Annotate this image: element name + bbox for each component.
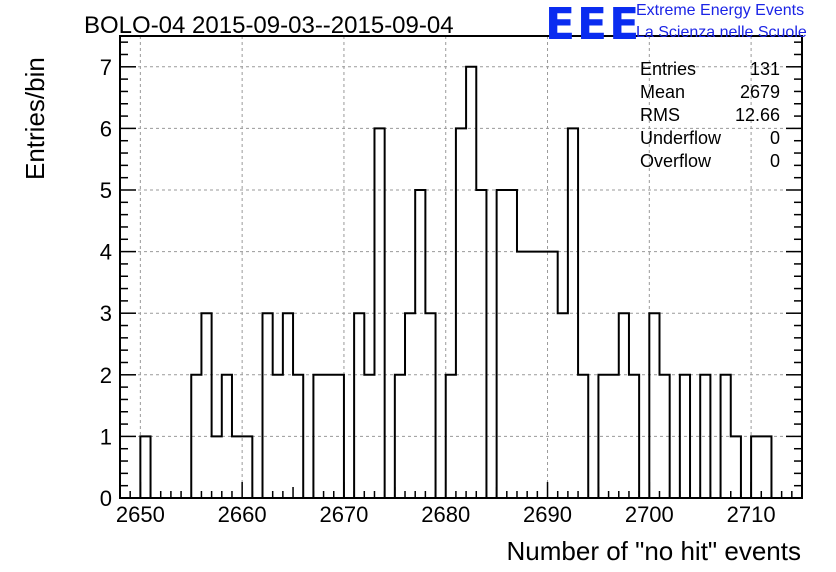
stat-label: Mean (640, 82, 686, 102)
x-tick-label: 2690 (523, 502, 572, 527)
x-tick-label: 2670 (319, 502, 368, 527)
x-tick-label: 2680 (421, 502, 470, 527)
x-tick-label: 2700 (625, 502, 674, 527)
y-tick-label: 7 (100, 55, 112, 80)
brand-line-1: Extreme Energy Events (636, 2, 805, 19)
brand-line-2: La Scienza nelle Scuole (636, 24, 807, 41)
stat-label: Entries (640, 59, 697, 79)
eee-logo: EEE (545, 0, 642, 50)
x-tick-label: 2650 (116, 502, 165, 527)
plot-area (120, 36, 802, 498)
stat-value: 12.66 (734, 105, 780, 125)
y-tick-label: 5 (100, 178, 112, 203)
stat-value: 0 (769, 151, 780, 171)
y-axis-label: Entries/bin (20, 57, 50, 180)
x-tick-label: 2660 (218, 502, 267, 527)
stat-label: Overflow (640, 151, 712, 171)
stat-label: RMS (640, 105, 680, 125)
stat-value: 131 (749, 59, 780, 79)
stat-row-mean: Mean 2679 (640, 81, 780, 104)
y-tick-label: 0 (100, 486, 112, 511)
y-tick-label: 1 (100, 424, 112, 449)
stat-row-rms: RMS 12.66 (640, 104, 780, 127)
plot-frame (119, 35, 803, 499)
stat-value: 2679 (739, 82, 780, 102)
y-tick-label: 2 (100, 363, 112, 388)
stat-label: Underflow (640, 128, 722, 148)
y-tick-label: 6 (100, 116, 112, 141)
stats-box: Entries 131 Mean 2679 RMS 12.66 Underflo… (640, 58, 780, 173)
chart-title: BOLO-04 2015-09-03--2015-09-04 (84, 12, 454, 39)
stat-value: 0 (769, 128, 780, 148)
y-tick-label: 3 (100, 301, 112, 326)
x-tick-label: 2710 (727, 502, 776, 527)
y-tick-label: 4 (100, 240, 112, 265)
stat-row-overflow: Overflow 0 (640, 150, 780, 173)
stat-row-underflow: Underflow 0 (640, 127, 780, 150)
stat-row-entries: Entries 131 (640, 58, 780, 81)
x-axis-label: Number of "no hit" events (506, 536, 802, 566)
